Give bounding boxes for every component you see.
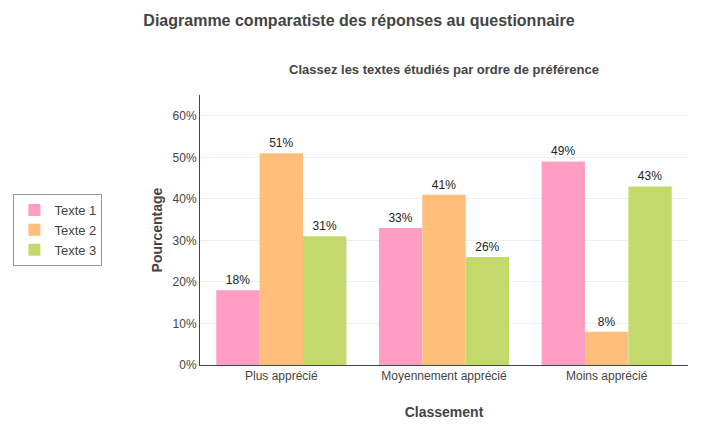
svg-text:Plus apprécié: Plus apprécié	[245, 369, 318, 383]
svg-text:30%: 30%	[173, 234, 197, 248]
svg-text:10%: 10%	[173, 317, 197, 331]
svg-text:60%: 60%	[173, 109, 197, 123]
svg-text:51%: 51%	[269, 136, 293, 150]
svg-text:20%: 20%	[173, 275, 197, 289]
svg-text:Diagramme comparatiste des rép: Diagramme comparatiste des réponses au q…	[143, 12, 574, 29]
svg-text:43%: 43%	[638, 169, 662, 183]
svg-text:Texte 3: Texte 3	[54, 243, 96, 258]
svg-text:40%: 40%	[173, 192, 197, 206]
svg-text:0%: 0%	[179, 358, 197, 372]
svg-text:26%: 26%	[475, 240, 499, 254]
svg-text:8%: 8%	[598, 315, 616, 329]
svg-text:Moins apprécié: Moins apprécié	[566, 369, 648, 383]
svg-text:Texte 1: Texte 1	[54, 203, 96, 218]
svg-text:Classement: Classement	[405, 404, 484, 420]
svg-text:Texte 2: Texte 2	[54, 223, 96, 238]
svg-text:41%: 41%	[432, 178, 456, 192]
svg-text:49%: 49%	[551, 144, 575, 158]
svg-text:18%: 18%	[226, 273, 250, 287]
svg-text:Pourcentage: Pourcentage	[149, 187, 165, 272]
svg-text:Moyennement apprécié: Moyennement apprécié	[381, 369, 507, 383]
svg-text:31%: 31%	[313, 219, 337, 233]
svg-text:Classez les textes étudiés par: Classez les textes étudiés par ordre de …	[289, 62, 599, 77]
svg-text:50%: 50%	[173, 151, 197, 165]
svg-text:33%: 33%	[388, 211, 412, 225]
